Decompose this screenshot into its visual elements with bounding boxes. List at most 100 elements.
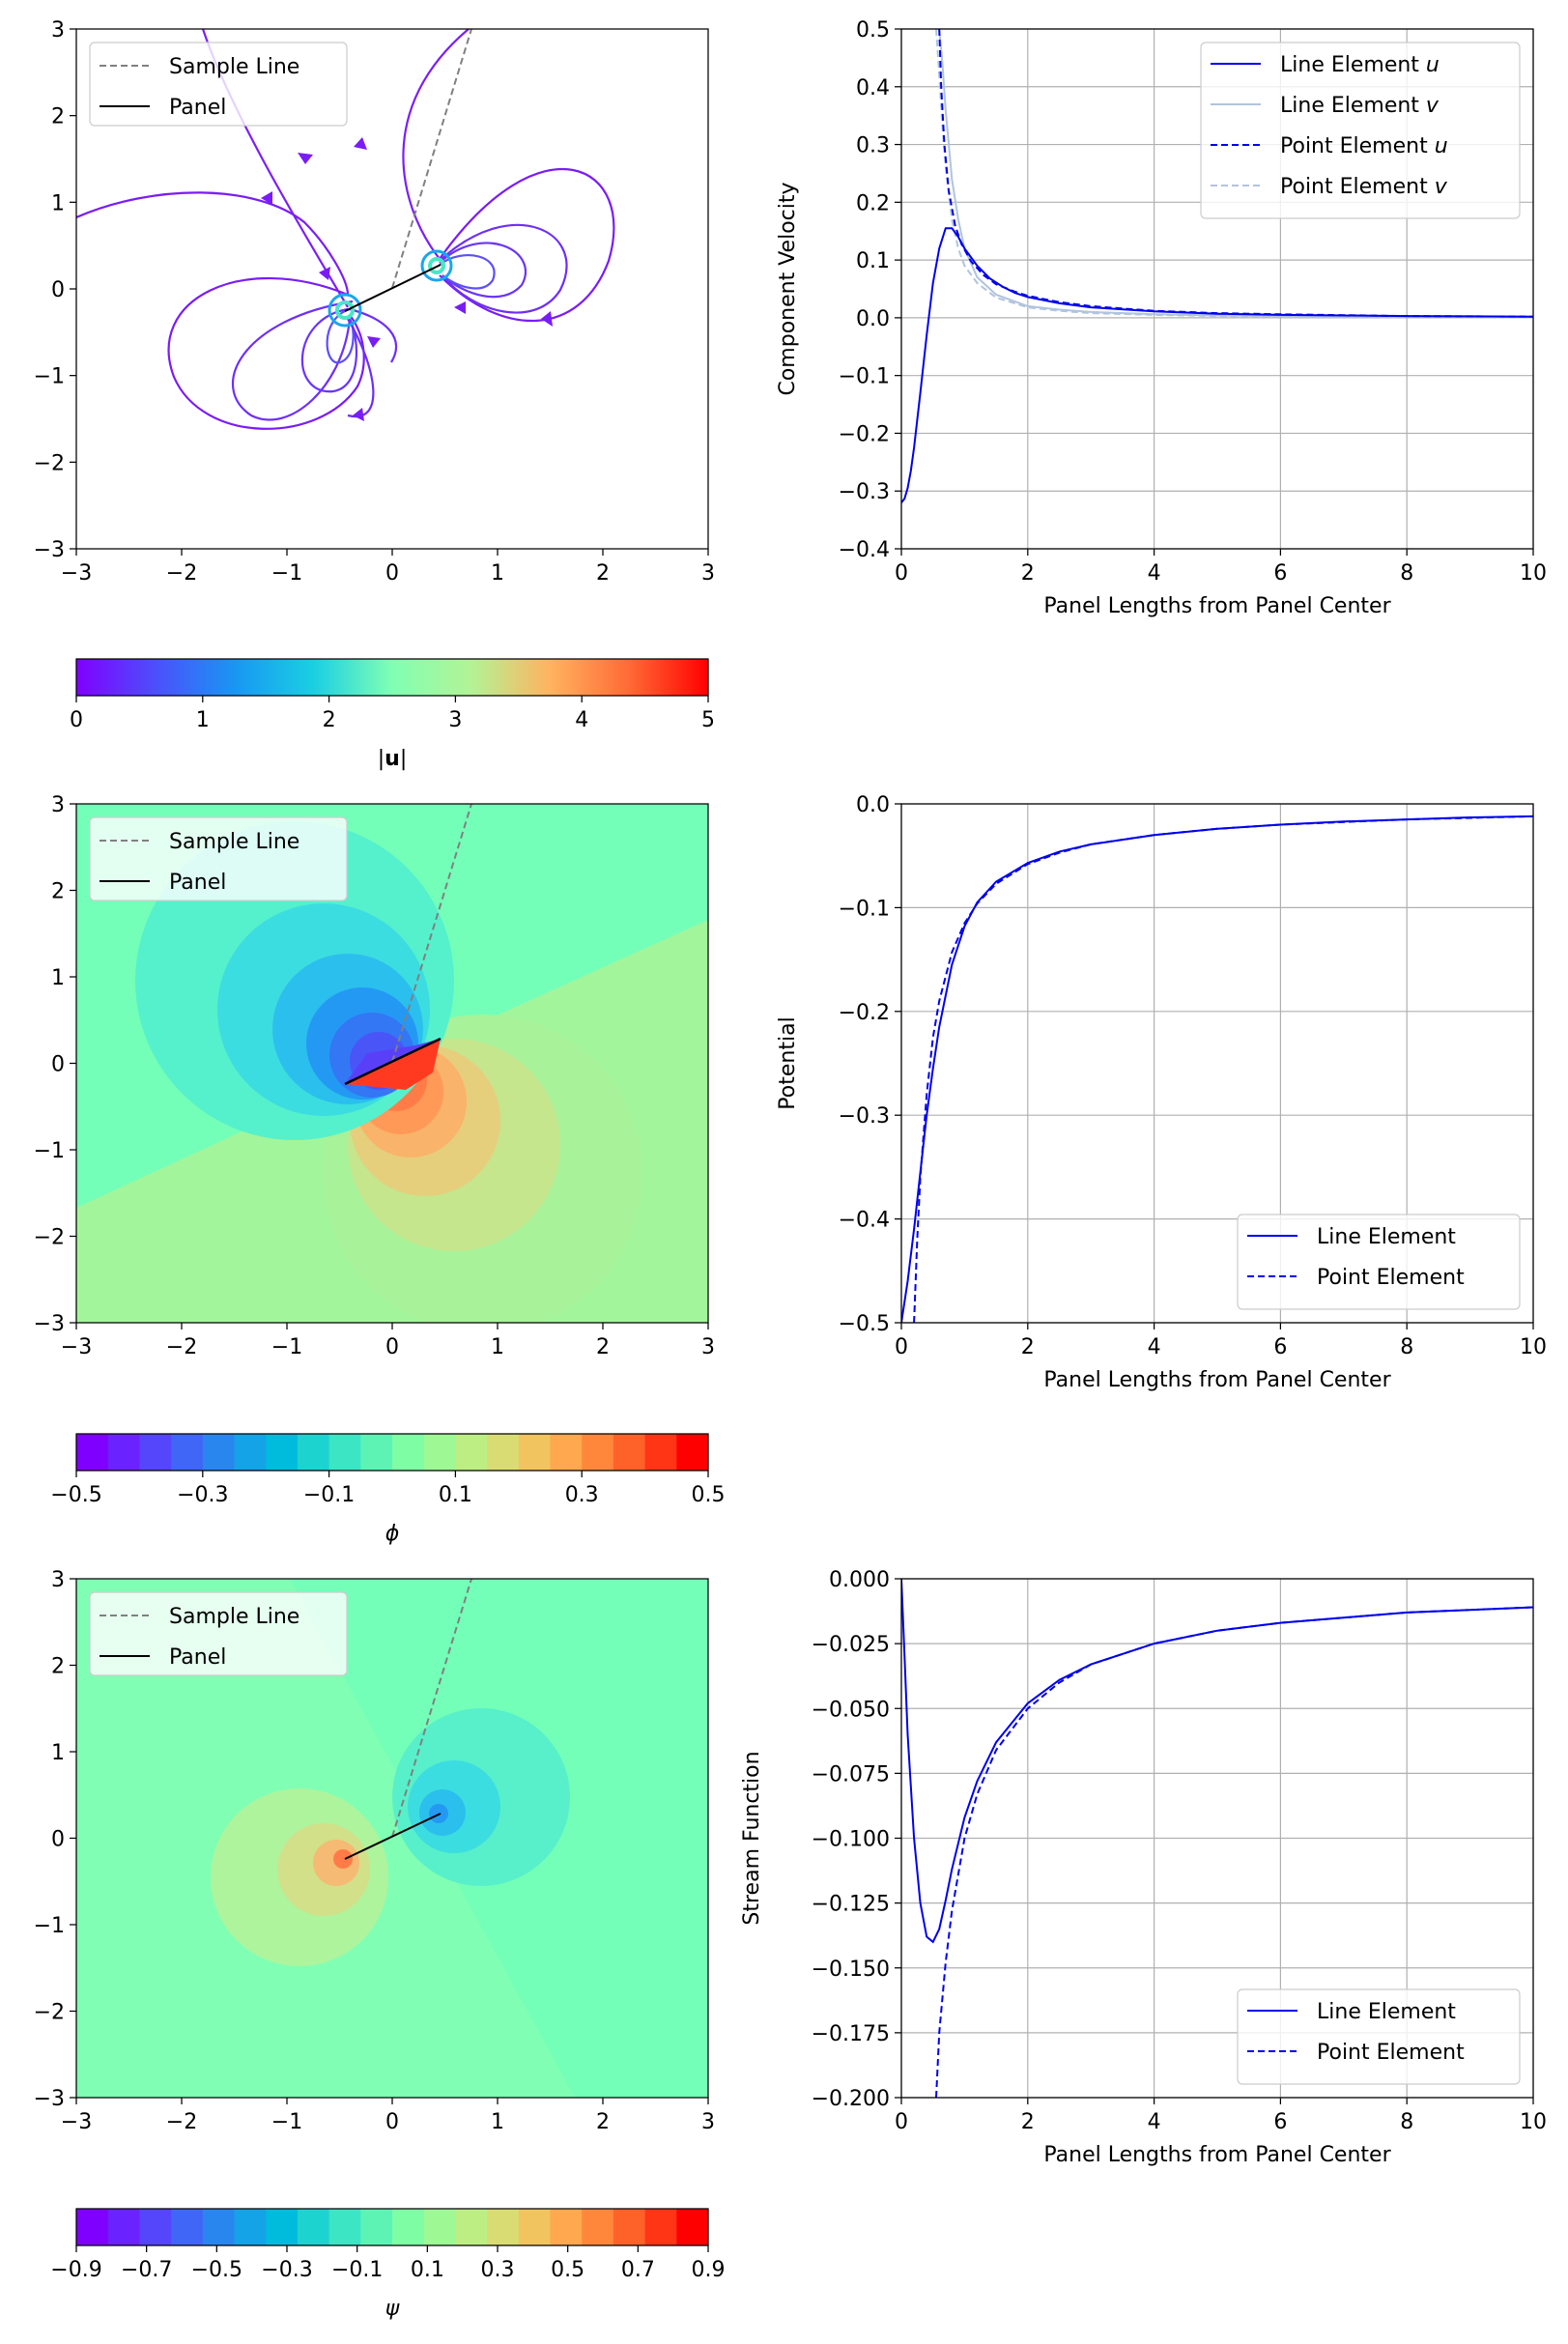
sample-line — [391, 803, 472, 1063]
y-tick-label: −1 — [34, 1914, 65, 1938]
colorbar-level — [107, 1434, 140, 1471]
x-tick-label: −3 — [61, 2110, 92, 2134]
colorbar-level — [266, 1434, 299, 1471]
legend: Line Element Point Element — [1237, 1988, 1521, 2085]
arrow — [367, 336, 381, 348]
y-tick-label: −1 — [34, 365, 65, 389]
x-tick-label: 3 — [701, 561, 715, 586]
colorbar-level — [676, 2209, 709, 2245]
series-line — [938, 29, 1533, 319]
x-tick-label: −3 — [61, 561, 92, 586]
x-tick-label: −2 — [166, 2110, 197, 2134]
x-tick-label: 0 — [895, 561, 908, 586]
colorbar-level — [613, 2209, 646, 2245]
colorbar-frame — [75, 1433, 709, 1472]
x-tick-label: −2 — [166, 1335, 197, 1359]
colorbar-label: ψ — [385, 2297, 400, 2321]
streamlines — [76, 29, 615, 430]
x-axis-label: Panel Lengths from Panel Center — [1043, 594, 1391, 618]
y-tick-label: 2 — [51, 105, 65, 129]
panel-line — [344, 1813, 442, 1860]
streamline-arrows — [261, 137, 553, 421]
colorbar-level — [455, 2209, 488, 2245]
y-tick-label: −1 — [34, 1139, 65, 1163]
colorbar-tick-label: −0.1 — [303, 1483, 355, 1507]
colorbar-tick-label: 0.1 — [411, 2258, 444, 2282]
colorbar-tick-label: 0.5 — [692, 1483, 726, 1507]
colorbar-level — [202, 2209, 235, 2245]
y-tick-label: −0.200 — [812, 2087, 890, 2111]
x-tick-label: 0 — [385, 561, 399, 586]
y-tick-label: 0 — [51, 278, 65, 302]
source-core — [335, 300, 355, 320]
colorbar-level — [360, 1434, 393, 1471]
series-line — [913, 815, 1533, 1323]
colorbar-level — [487, 2209, 520, 2245]
colorbar: −0.9 −0.7 −0.5 −0.3 −0.1 0.1 0.3 0.5 0.7 0.9 ψ — [50, 2208, 726, 2321]
streamline — [167, 276, 365, 430]
series-line — [938, 29, 1533, 318]
y-tick-label: 0.000 — [829, 1568, 890, 1592]
legend-label: Line Element v — [1280, 94, 1440, 118]
streamline — [76, 191, 350, 296]
legend-label: Sample Line — [169, 1605, 299, 1629]
legend-box — [89, 816, 348, 901]
panel-line — [344, 264, 442, 312]
x-tick-label: 4 — [1148, 2110, 1161, 2134]
x-tick-label: 10 — [1520, 561, 1547, 586]
x-tick-label: 6 — [1273, 561, 1287, 586]
series-line — [935, 1606, 1533, 2098]
colorbar-level — [550, 2209, 583, 2245]
y-tick-label: 1 — [51, 1741, 65, 1765]
x-tick-label: 0 — [895, 1335, 908, 1359]
y-tick-label: 0 — [51, 1053, 65, 1077]
colorbar-level — [328, 1434, 361, 1471]
velocity-field-axes: −3 −2 −1 0 1 2 3 −3 −2 −1 0 1 2 3 Sample Line Panel — [34, 18, 715, 586]
colorbar-tick-label: 0.9 — [692, 2258, 726, 2282]
colorbar-tick-label: −0.3 — [261, 2258, 312, 2282]
legend-label: Panel — [169, 1645, 226, 1670]
colorbar-level — [455, 1434, 488, 1471]
colorbar-tick-label: 3 — [448, 708, 462, 732]
y-tick-label: −3 — [34, 1312, 65, 1336]
colorbar-level — [266, 2209, 299, 2245]
y-tick-label: 0.2 — [856, 191, 890, 215]
legend: Sample Line Panel — [89, 816, 348, 901]
y-tick-label: 3 — [51, 1568, 65, 1592]
x-tick-label: 2 — [596, 561, 610, 586]
panel-and-sample — [344, 803, 472, 1086]
colorbar-level — [139, 1434, 172, 1471]
colorbar-level — [360, 2209, 393, 2245]
colorbar-level — [518, 2209, 551, 2245]
series-group — [901, 1579, 1533, 2098]
colorbar-level — [550, 1434, 583, 1471]
y-tick-label: −0.5 — [839, 1312, 890, 1336]
colorbar-tick-label: −0.7 — [121, 2258, 172, 2282]
x-tick-label: 3 — [701, 2110, 715, 2134]
x-tick-label: 10 — [1520, 1335, 1547, 1359]
y-tick-label: −0.4 — [839, 1209, 890, 1233]
series-line — [901, 1579, 1533, 1944]
legend: Line Element Point Element — [1237, 1214, 1521, 1310]
colorbar-level — [107, 2209, 140, 2245]
x-tick-label: 2 — [1021, 2110, 1035, 2134]
y-tick-label: −0.050 — [812, 1698, 890, 1722]
colorbar: −0.5 −0.3 −0.1 0.1 0.3 0.5 ϕ — [50, 1433, 726, 1546]
sample-line — [391, 28, 472, 289]
colorbar-label: ϕ — [385, 1522, 400, 1546]
axes-frame — [900, 28, 1534, 550]
x-tick-label: 10 — [1520, 2110, 1547, 2134]
y-axis-label: Stream Function — [740, 1751, 764, 1925]
legend-box — [1237, 1988, 1521, 2085]
x-tick-label: −1 — [271, 561, 302, 586]
panel-and-sample — [344, 1578, 472, 1860]
streamline — [439, 254, 496, 290]
colorbar-level — [171, 2209, 204, 2245]
arrow — [319, 267, 330, 280]
series-group — [901, 815, 1533, 1323]
axes-frame — [75, 803, 709, 1324]
colorbar-tick-label: 0.3 — [565, 1483, 599, 1507]
y-tick-label: 0.0 — [856, 307, 890, 331]
y-tick-label: −2 — [34, 2001, 65, 2025]
